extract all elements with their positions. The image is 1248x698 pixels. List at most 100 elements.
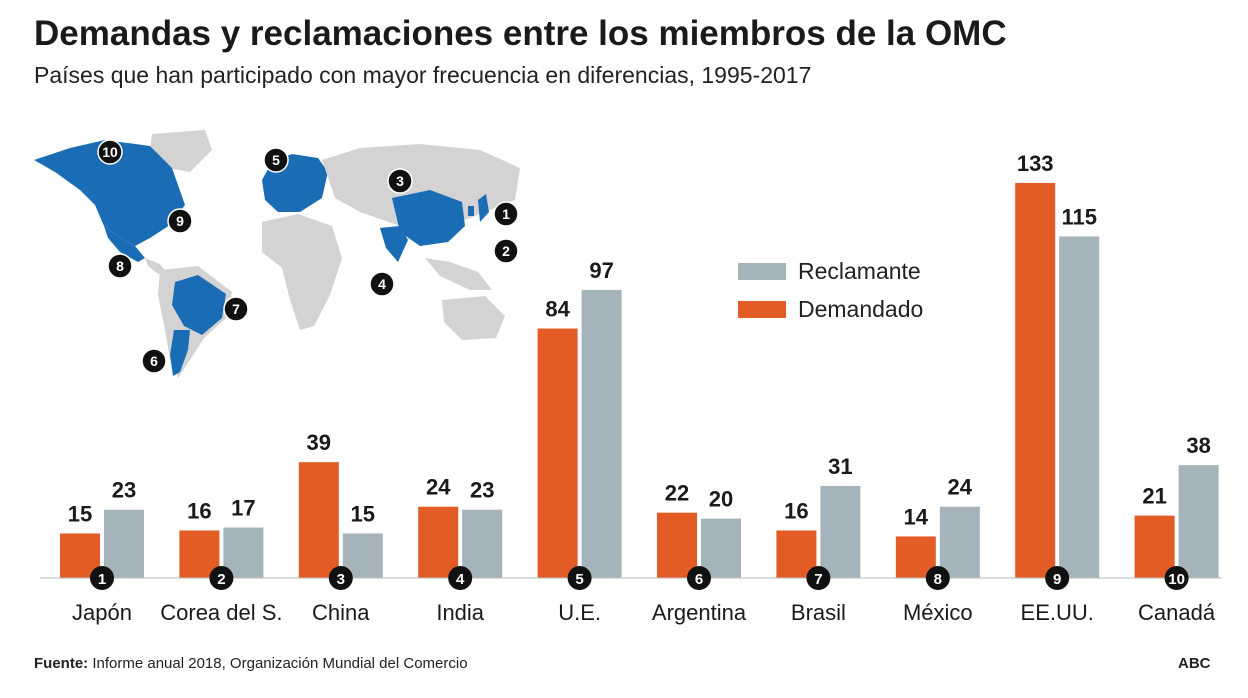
value-label-reclamante: 31 <box>828 454 852 479</box>
value-label-demandado: 22 <box>665 481 689 506</box>
rank-badge <box>448 566 473 590</box>
value-label-reclamante: 17 <box>231 496 255 521</box>
rank-badge <box>567 566 592 590</box>
chart-subtitle: Países que han participado con mayor fre… <box>34 62 812 88</box>
bar-reclamante <box>581 289 622 578</box>
rank-badge <box>90 566 114 590</box>
bar-reclamante <box>701 518 741 578</box>
map-australia <box>442 296 505 340</box>
rank-badge <box>925 566 950 590</box>
chart-title: Demandas y reclamaciones entre los miemb… <box>34 14 1007 53</box>
map-brasil <box>172 275 226 335</box>
value-label-demandado: 39 <box>307 430 331 455</box>
value-label-demandado: 84 <box>545 297 570 322</box>
map-marker <box>107 253 133 279</box>
rank-badge-number: 9 <box>1053 571 1061 588</box>
category-label: Canadá <box>1138 600 1216 625</box>
map-marker <box>369 271 395 297</box>
legend-swatch-demandado <box>738 300 786 318</box>
category-label: EE.UU. <box>1021 600 1094 625</box>
value-label-demandado: 133 <box>1017 151 1054 176</box>
bar-reclamante <box>104 509 144 578</box>
map-marker-number: 7 <box>232 301 240 317</box>
bar-demandado <box>1015 183 1056 578</box>
map-china <box>392 190 465 246</box>
rank-badge-number: 5 <box>575 571 583 588</box>
map-southeast-asia <box>425 258 492 290</box>
map-marker <box>387 168 413 194</box>
rank-badge <box>806 566 831 590</box>
bar-reclamante <box>223 527 264 578</box>
map-india <box>380 226 408 262</box>
map-marker-number: 2 <box>502 243 510 259</box>
rank-badge <box>1045 566 1070 590</box>
map-marker-number: 3 <box>396 173 404 189</box>
rank-badge <box>328 566 353 590</box>
rank-badges-group: 1 2 3 4 5 6 7 8 9 10 <box>90 566 1189 590</box>
footer-source-text: Informe anual 2018, Organización Mundial… <box>92 655 468 672</box>
footer-source-label: Fuente: <box>34 655 89 672</box>
category-label: China <box>312 600 370 625</box>
map-marker-number: 9 <box>176 213 184 229</box>
value-label-demandado: 16 <box>187 498 211 523</box>
rank-badge-number: 10 <box>1168 571 1185 588</box>
value-label-reclamante: 15 <box>351 501 375 526</box>
bar-demandado <box>418 506 459 578</box>
rank-badge-number: 8 <box>934 571 942 588</box>
bar-demandado <box>1134 515 1175 578</box>
brand-logo-text: ABC <box>1178 655 1211 672</box>
value-label-demandado: 14 <box>904 504 929 529</box>
value-label-demandado: 16 <box>784 498 808 523</box>
rank-badge <box>1164 566 1189 590</box>
map-north-america <box>34 140 185 246</box>
footer-source: Fuente: Informe anual 2018, Organización… <box>34 655 468 672</box>
map-markers: 10 5 3 1 9 2 8 4 7 6 <box>97 139 519 374</box>
legend-item-demandado: Demandado <box>738 290 923 328</box>
legend-item-reclamante: Reclamante <box>738 252 923 290</box>
category-label: Japón <box>72 600 132 625</box>
map-marker <box>493 201 519 227</box>
map-marker-number: 6 <box>150 353 158 369</box>
legend-swatch-reclamante <box>738 262 786 280</box>
category-label: Brasil <box>791 600 846 625</box>
map-marker-number: 5 <box>272 152 280 168</box>
rank-badge-number: 3 <box>337 571 345 588</box>
bar-reclamante <box>1178 465 1219 578</box>
legend: Reclamante Demandado <box>738 252 923 328</box>
bars-group <box>60 183 1219 578</box>
map-marker-number: 8 <box>116 258 124 274</box>
value-label-reclamante: 115 <box>1061 204 1097 229</box>
map-marker-number: 1 <box>502 206 510 222</box>
legend-label-reclamante: Reclamante <box>798 257 921 284</box>
bar-demandado <box>298 462 339 578</box>
category-label: Corea del S. <box>160 600 282 625</box>
value-label-demandado: 15 <box>68 501 92 526</box>
map-japan <box>478 194 489 222</box>
rank-badge-number: 6 <box>695 571 703 588</box>
bar-reclamante <box>462 509 503 578</box>
rank-badge <box>687 566 711 590</box>
map-marker-number: 10 <box>102 144 118 160</box>
category-label: Argentina <box>652 600 747 625</box>
rank-badge-number: 2 <box>217 571 225 588</box>
value-label-reclamante: 24 <box>948 475 973 500</box>
value-label-reclamante: 23 <box>470 478 494 503</box>
bar-reclamante <box>820 485 861 578</box>
map-marker <box>141 348 167 374</box>
value-label-reclamante: 20 <box>709 487 733 512</box>
bar-demandado <box>657 512 697 578</box>
rank-badge-number: 4 <box>456 571 465 588</box>
world-map <box>34 130 520 378</box>
map-africa <box>262 214 342 330</box>
map-argentina <box>170 330 190 376</box>
rank-badge <box>209 566 234 590</box>
category-label: U.E. <box>558 600 601 625</box>
bar-reclamante <box>1059 236 1100 578</box>
category-labels-group: Japón Corea del S. China India U.E. Argentina… <box>72 600 1216 625</box>
value-label-reclamante: 38 <box>1186 433 1210 458</box>
category-label: India <box>436 600 484 625</box>
map-marker <box>97 139 123 165</box>
map-marker <box>493 238 519 264</box>
